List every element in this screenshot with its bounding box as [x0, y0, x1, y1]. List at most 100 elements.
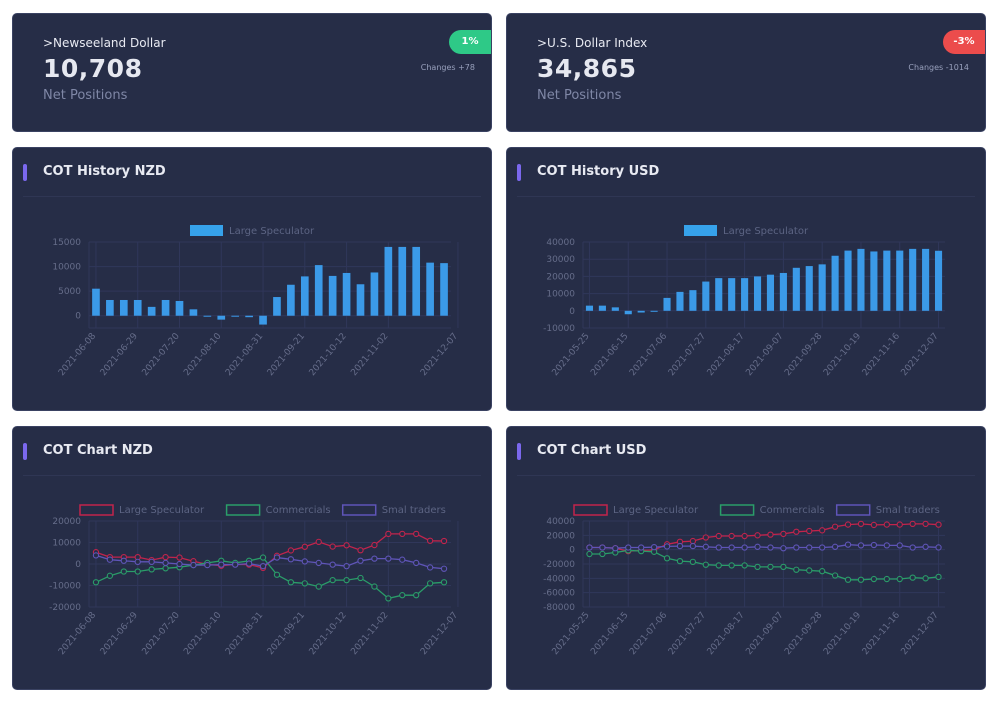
- y-tick-label: 0: [569, 546, 575, 556]
- data-point: [120, 557, 127, 564]
- data-point: [440, 565, 448, 572]
- data-point: [883, 521, 890, 528]
- data-point: [315, 583, 322, 590]
- bar: [203, 315, 212, 317]
- data-point: [426, 564, 434, 571]
- data-point: [599, 544, 606, 551]
- y-tick-label: 0: [75, 312, 81, 322]
- cot-history-usd-card: COT History USD 40000 30000 20000 10000 0 -10…: [506, 147, 986, 411]
- data-point: [315, 538, 322, 546]
- bar: [161, 299, 170, 316]
- title-divider: [517, 475, 975, 476]
- data-point: [162, 553, 169, 561]
- data-point: [599, 550, 606, 558]
- x-tick-label: 2021-06-15: [589, 332, 630, 379]
- data-point: [728, 532, 735, 540]
- bar: [753, 276, 762, 311]
- stat-subtitle: Net Positions: [43, 88, 128, 103]
- data-point: [287, 579, 295, 586]
- title-divider: [23, 475, 481, 476]
- data-point: [162, 565, 169, 572]
- x-tick-label: 2021-09-07: [744, 332, 785, 379]
- data-point: [385, 595, 392, 602]
- data-point: [612, 545, 619, 552]
- legend-label: Large Speculator: [613, 505, 699, 516]
- y-tick-label: 5000: [58, 287, 81, 297]
- data-point: [857, 542, 865, 549]
- data-point: [134, 568, 141, 575]
- data-point: [715, 532, 722, 540]
- x-tick-label: 2021-07-27: [667, 332, 708, 379]
- legend-label: Large Speculator: [229, 226, 315, 237]
- bar: [133, 299, 142, 316]
- bar: [624, 310, 632, 315]
- data-point: [259, 554, 267, 561]
- data-point: [343, 563, 350, 570]
- data-point: [741, 532, 748, 540]
- x-tick-label: 2021-12-07: [419, 611, 460, 658]
- bar: [728, 278, 736, 311]
- data-point: [676, 542, 684, 550]
- data-point: [426, 580, 434, 587]
- cot-history-nzd-card: COT History NZD 15000 10000 5000 0 2021-06-0…: [12, 147, 492, 411]
- x-tick-label: 2021-08-17: [706, 611, 747, 658]
- data-point: [689, 537, 697, 545]
- data-point: [385, 530, 392, 538]
- data-point: [190, 561, 197, 569]
- bar: [883, 250, 891, 311]
- y-tick-label: 40000: [546, 517, 575, 527]
- data-point: [780, 545, 787, 552]
- legend-swatch: [225, 504, 261, 516]
- bar: [231, 315, 240, 317]
- bar: [676, 291, 684, 311]
- data-point: [935, 521, 942, 528]
- data-point: [586, 550, 593, 558]
- data-point: [413, 530, 420, 538]
- legend-swatch: [719, 504, 755, 516]
- bar: [792, 267, 800, 311]
- title-accent: [23, 164, 27, 181]
- bar: [831, 255, 839, 311]
- legend-label: Smal traders: [876, 505, 940, 516]
- data-point: [728, 562, 735, 569]
- y-tick-label: -80000: [543, 603, 575, 613]
- x-tick-label: 2021-06-08: [57, 610, 98, 657]
- data-point: [399, 530, 406, 538]
- legend-swatch: [341, 504, 377, 516]
- data-point: [259, 563, 267, 570]
- stat-subtitle: Net Positions: [537, 88, 622, 103]
- y-tick-label: 20000: [546, 272, 575, 282]
- data-point: [702, 543, 709, 550]
- data-point: [819, 568, 826, 575]
- data-point: [218, 561, 225, 568]
- title-accent: [517, 164, 521, 181]
- legend-label: Commercials: [760, 505, 825, 516]
- x-tick-label: 2021-05-25: [550, 332, 591, 379]
- data-point: [844, 576, 852, 583]
- data-point: [870, 541, 878, 549]
- data-point: [767, 544, 774, 551]
- x-tick-label: 2021-07-27: [667, 611, 708, 658]
- data-point: [399, 592, 406, 599]
- data-point: [689, 558, 697, 565]
- data-point: [134, 558, 141, 565]
- data-point: [767, 563, 774, 571]
- y-tick-label: 10000: [52, 263, 81, 273]
- data-point: [819, 544, 826, 551]
- cot-chart-usd-card: COT Chart USD 40000 20000 0 -20000 -40000 -60…: [506, 426, 986, 690]
- data-point: [663, 543, 671, 550]
- x-tick-label: 2021-09-28: [783, 610, 824, 657]
- bar: [779, 272, 787, 311]
- data-point: [120, 568, 127, 575]
- x-tick-label: 2021-08-10: [182, 331, 223, 378]
- bar: [598, 305, 606, 311]
- y-tick-label: 15000: [52, 238, 81, 248]
- bar: [805, 266, 813, 311]
- data-point: [106, 572, 114, 579]
- data-point: [715, 562, 722, 569]
- data-point: [399, 556, 406, 563]
- data-point: [754, 563, 761, 571]
- bar: [922, 248, 930, 311]
- x-tick-label: 2021-08-10: [182, 610, 223, 657]
- legend-swatch: [190, 225, 223, 236]
